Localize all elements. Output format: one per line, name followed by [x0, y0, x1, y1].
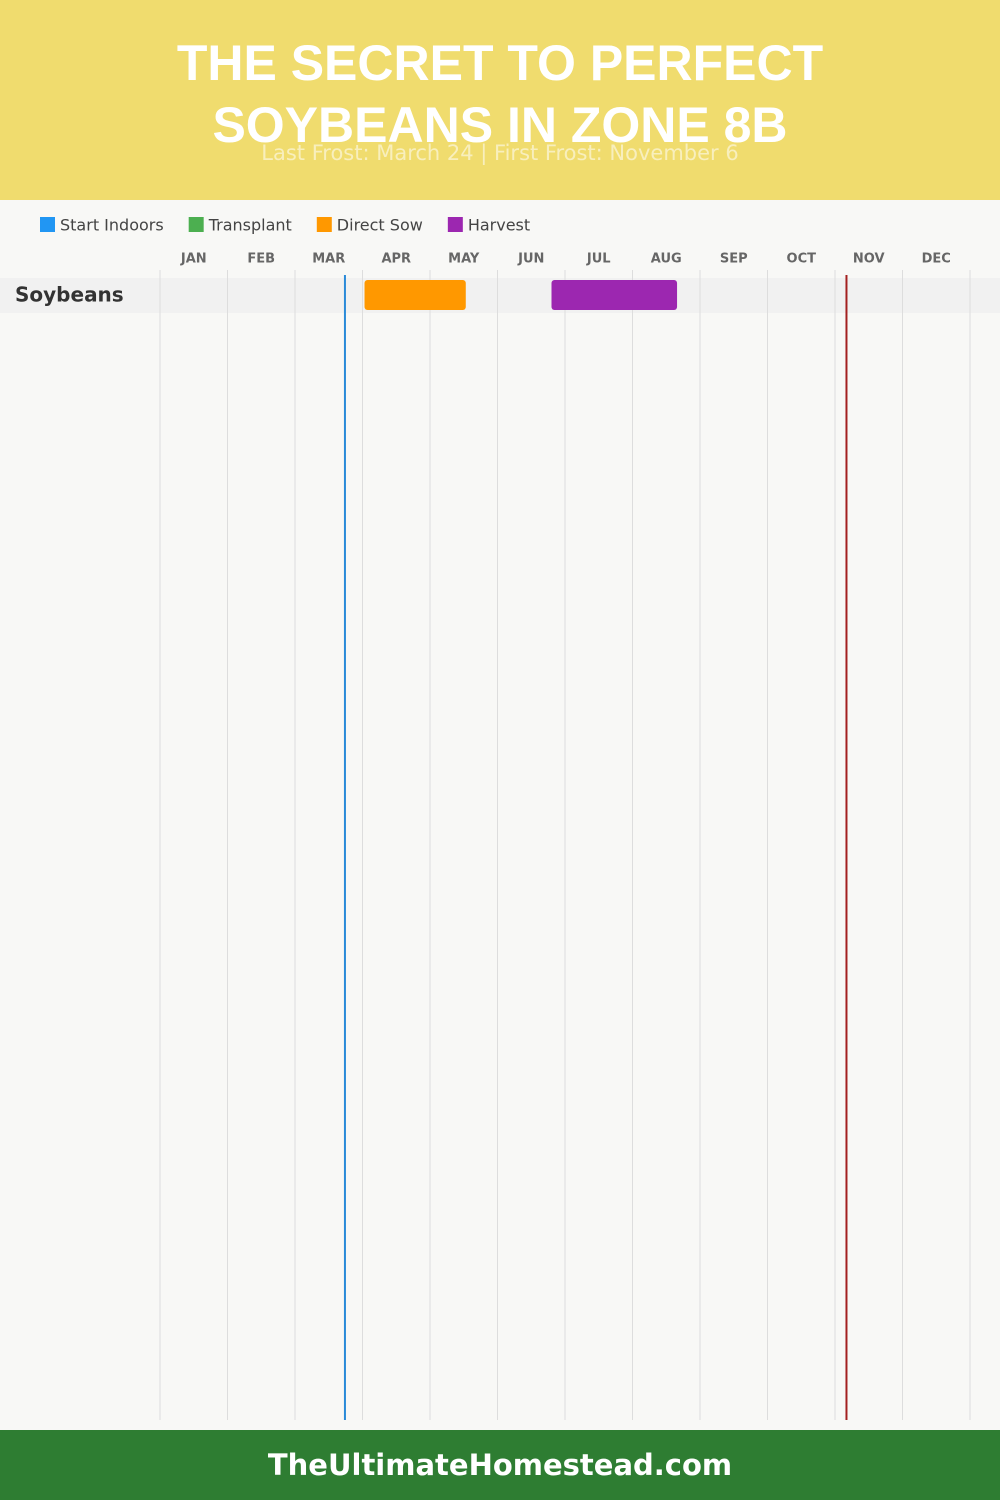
- row-band: [0, 278, 1000, 313]
- month-label: JUN: [517, 252, 544, 267]
- month-label: JAN: [180, 252, 207, 267]
- month-label: MAR: [312, 252, 345, 267]
- subtitle: Last Frost: March 24 | First Frost: Nove…: [261, 141, 739, 165]
- legend-label: Start Indoors: [60, 216, 164, 235]
- legend-swatch: [40, 217, 55, 232]
- legend-label: Harvest: [468, 216, 530, 235]
- month-label: NOV: [853, 252, 885, 267]
- month-label: SEP: [720, 252, 748, 267]
- bar: [364, 280, 466, 310]
- month-label: FEB: [247, 252, 275, 267]
- month-label: APR: [381, 252, 411, 267]
- legend-label: Transplant: [208, 216, 292, 235]
- bar: [551, 280, 678, 310]
- month-label: JUL: [586, 252, 611, 267]
- legend-swatch: [316, 217, 332, 232]
- legend-swatch: [447, 217, 463, 232]
- month-label: OCT: [787, 252, 817, 267]
- month-label: AUG: [651, 252, 682, 267]
- month-label: DEC: [922, 252, 951, 267]
- row-label: Soybeans: [15, 283, 124, 307]
- footer: TheUltimateHomestead.com: [0, 1430, 1000, 1500]
- header: THE SECRET TO PERFECT SOYBEANS IN ZONE 8…: [0, 0, 1000, 200]
- title: THE SECRET TO PERFECT SOYBEANS IN ZONE 8…: [176, 35, 824, 153]
- month-label: MAY: [448, 252, 480, 267]
- legend-swatch: [188, 217, 204, 232]
- chart: Start Indoors Transplant Direct Sow Harvest…: [0, 216, 1000, 1420]
- legend-label: Direct Sow: [337, 216, 423, 235]
